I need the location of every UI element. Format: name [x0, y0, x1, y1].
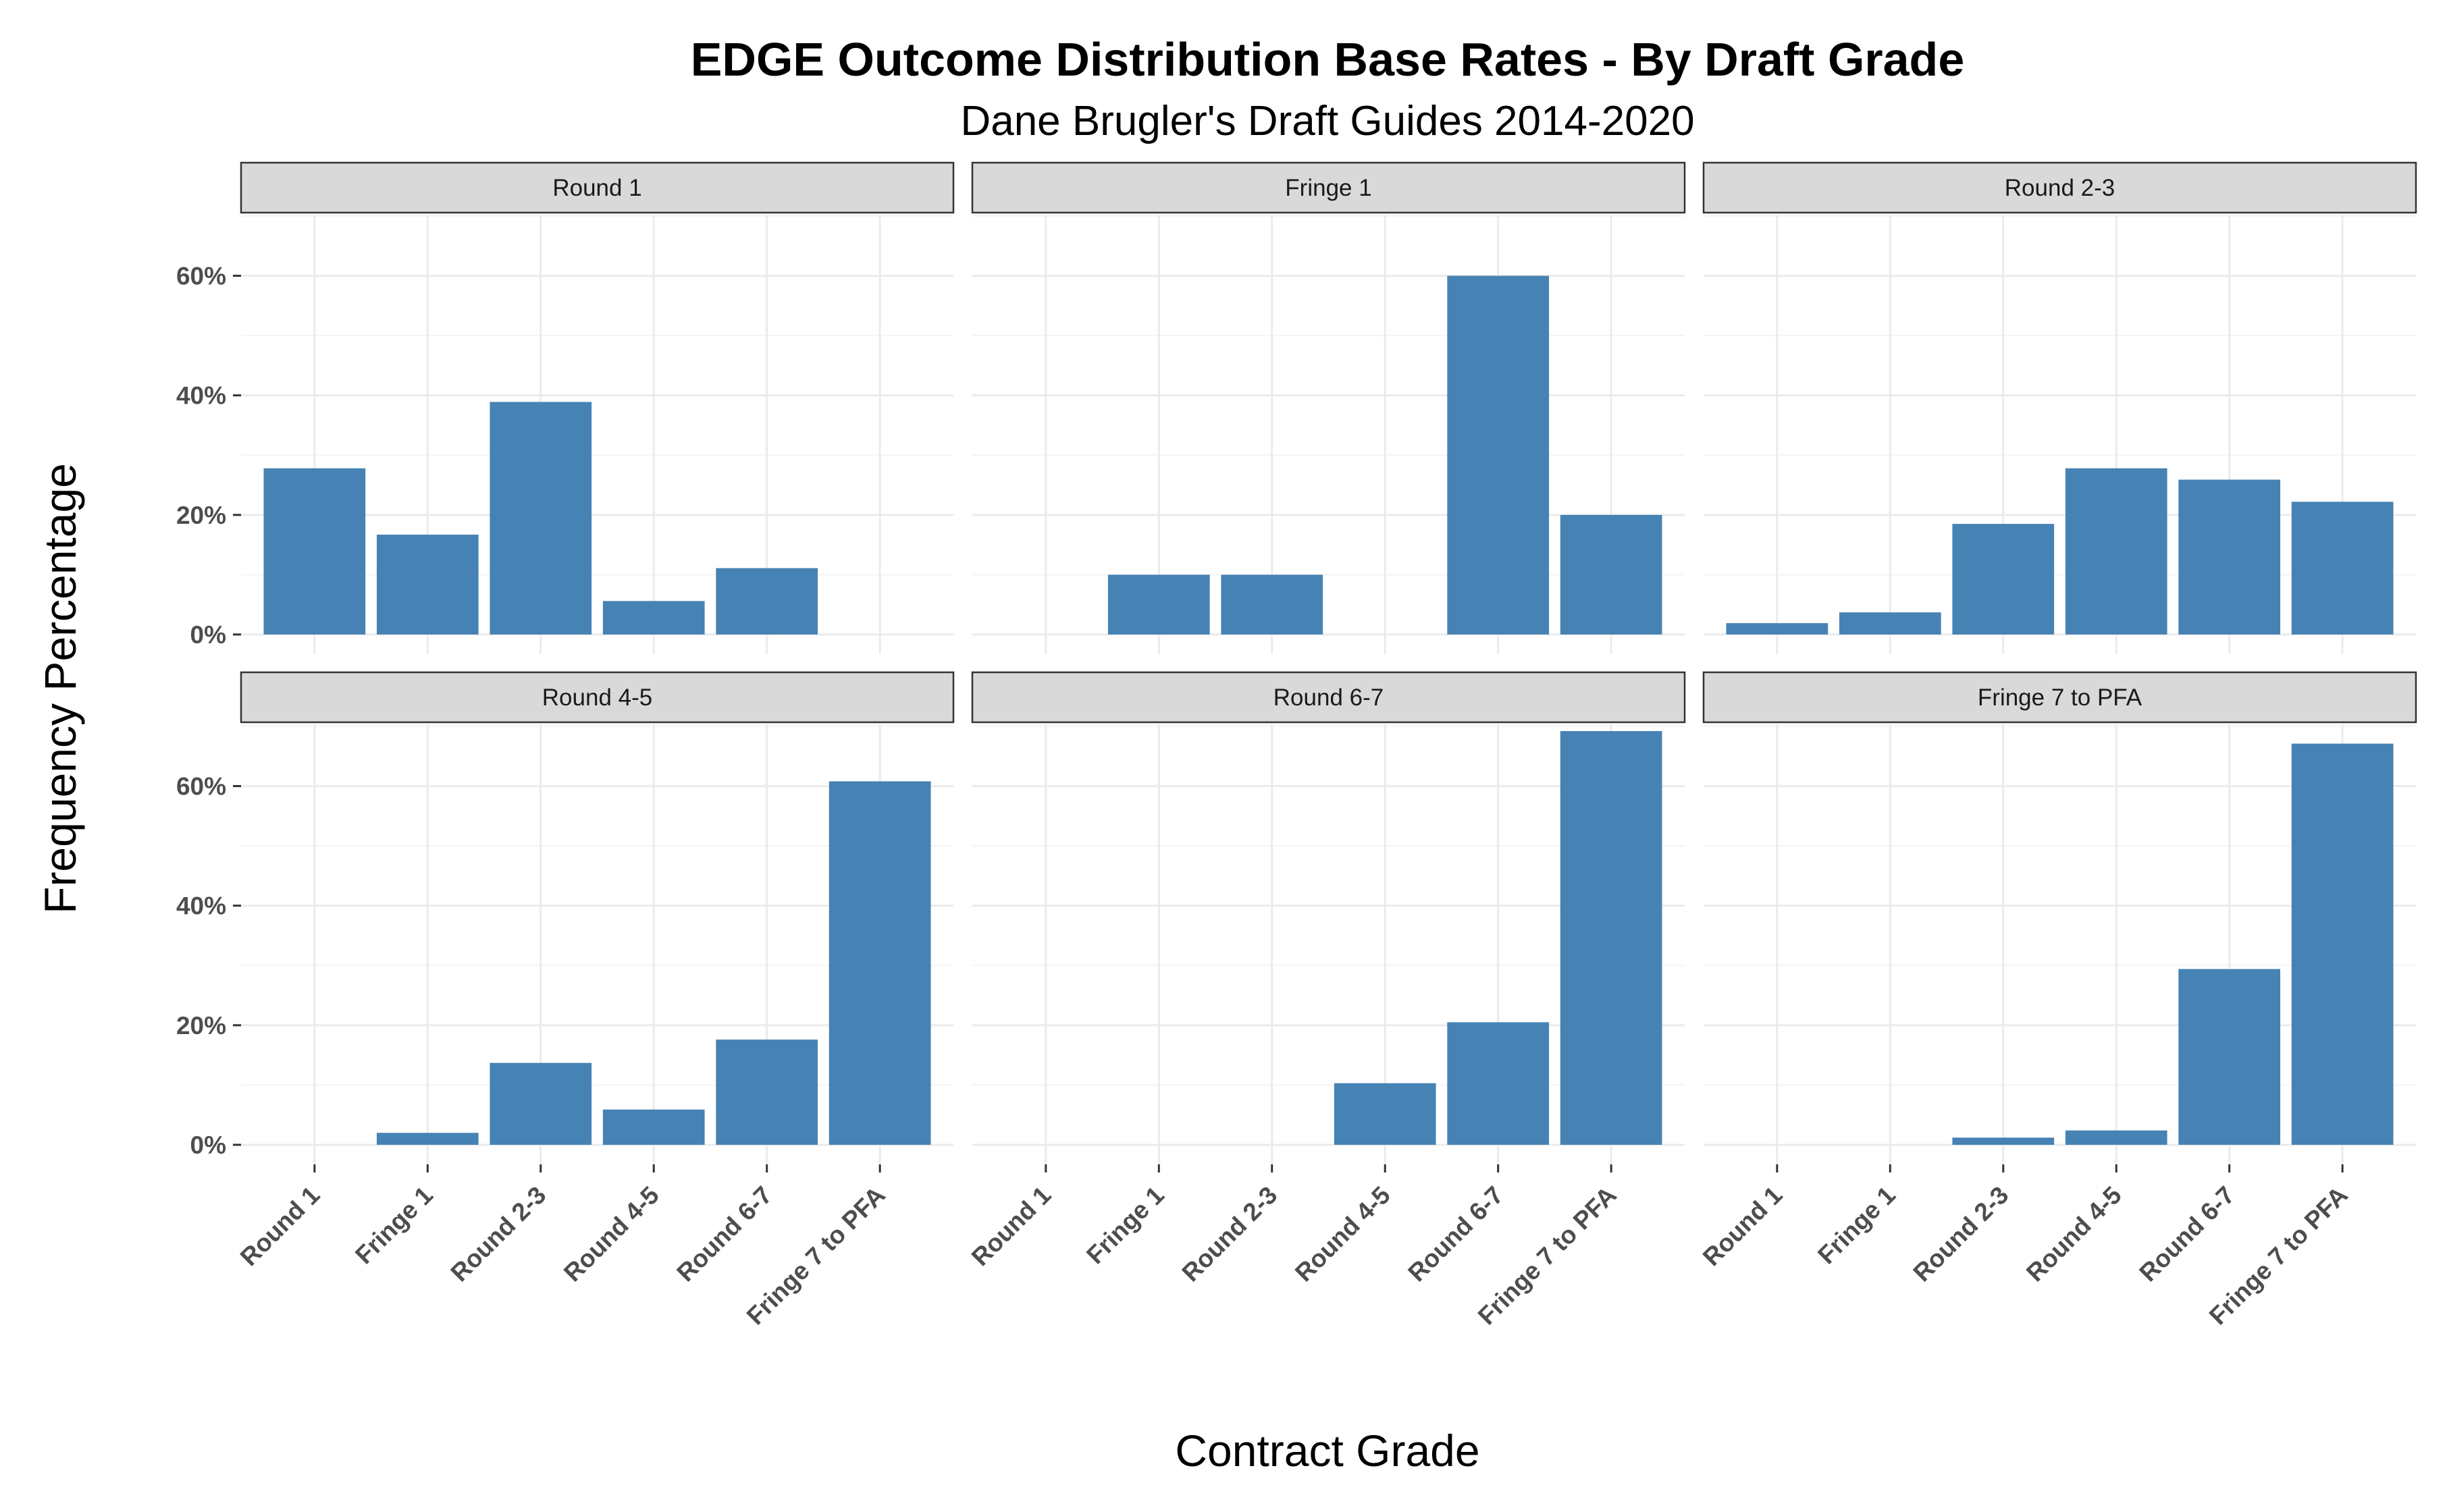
bar	[1221, 574, 1323, 634]
y-tick-label: 60%	[176, 263, 226, 290]
bar	[376, 535, 479, 634]
x-tick-label: Round 1	[966, 1181, 1057, 1272]
bar	[602, 1109, 705, 1145]
x-tick-label: Round 4-5	[558, 1181, 664, 1287]
facet-strip-label: Fringe 7 to PFA	[1978, 684, 2142, 711]
facet-strip-label: Round 1	[552, 175, 641, 201]
bar	[1334, 1083, 1436, 1145]
x-tick-label: Round 4-5	[2021, 1181, 2127, 1287]
bar	[2065, 468, 2167, 634]
y-axis-title: Frequency Percentage	[35, 463, 85, 914]
facet-strip	[1702, 671, 2417, 724]
facet-panel: Round 2-3	[1702, 161, 2417, 654]
x-tick-label: Round 6-7	[671, 1181, 777, 1287]
bar	[1560, 731, 1662, 1145]
bar	[2178, 969, 2281, 1145]
y-tick-label: 20%	[176, 502, 226, 529]
y-tick-label: 40%	[176, 382, 226, 410]
facet-strip-label: Round 4-5	[542, 684, 652, 711]
bar	[716, 1040, 818, 1145]
x-tick-label: Fringe 1	[350, 1181, 438, 1270]
facet-panel: Round 1 0% 20% 40% 60%	[176, 161, 955, 654]
bar	[602, 601, 705, 634]
bar	[2291, 743, 2394, 1145]
bar	[2291, 502, 2394, 634]
bar	[1107, 574, 1210, 634]
y-tick-label: 40%	[176, 892, 226, 920]
facet-strip	[240, 671, 955, 724]
x-tick-label: Round 2-3	[1908, 1181, 2014, 1287]
x-tick-label: Round 1	[1698, 1181, 1788, 1272]
facet-panel: Round 6-7 Round 1 Fringe 1 Round 2-3 Round 4…	[966, 671, 1686, 1330]
x-tick-label: Round 6-7	[1402, 1181, 1508, 1287]
facet-strip	[971, 671, 1686, 724]
bar	[1447, 1022, 1550, 1145]
y-tick-label: 60%	[176, 773, 226, 801]
y-tick-label: 20%	[176, 1012, 226, 1040]
x-tick-label: Round 2-3	[446, 1181, 552, 1287]
x-tick-label: Round 4-5	[1290, 1181, 1396, 1287]
x-tick-label: Fringe 1	[1081, 1181, 1169, 1270]
bar	[2178, 479, 2281, 634]
bar	[263, 468, 366, 634]
bar	[716, 568, 818, 634]
bar	[1726, 623, 1828, 634]
facet-strip	[971, 161, 1686, 214]
bar	[1839, 612, 1941, 634]
x-tick-label: Round 6-7	[2134, 1181, 2240, 1287]
x-tick-label: Round 1	[235, 1181, 325, 1272]
bar	[2065, 1130, 2167, 1145]
bar	[1447, 275, 1550, 635]
bar	[1952, 1137, 2055, 1145]
facet-panels: Round 10%20%40%60%Fringe 1 Round 2-3Round…	[176, 161, 2417, 1330]
facet-strip	[1702, 161, 2417, 214]
facet-panel: Round 4-50%20%40%60%Round 1 Fringe 1 Round…	[176, 671, 955, 1330]
facet-strip-label: Round 6-7	[1273, 684, 1384, 711]
y-tick-label: 0%	[190, 621, 226, 649]
bar	[828, 781, 931, 1145]
x-tick-label: Fringe 1	[1812, 1181, 1901, 1270]
bar	[490, 402, 592, 634]
bar	[1560, 514, 1662, 634]
chart-title: EDGE Outcome Distribution Base Rates - B…	[691, 33, 1965, 86]
facet-strip	[240, 161, 955, 214]
y-tick-label: 0%	[190, 1131, 226, 1159]
x-tick-label: Round 2-3	[1177, 1181, 1283, 1287]
facet-strip-label: Fringe 1	[1285, 175, 1371, 201]
facet-panel: Fringe 1	[971, 161, 1686, 654]
bar	[376, 1133, 479, 1145]
bar	[490, 1062, 592, 1145]
facet-strip-label: Round 2-3	[2005, 175, 2115, 201]
x-axis-title: Contract Grade	[1175, 1426, 1479, 1476]
bar	[1952, 524, 2055, 634]
chart-subtitle: Dane Brugler's Draft Guides 2014-2020	[960, 98, 1694, 144]
